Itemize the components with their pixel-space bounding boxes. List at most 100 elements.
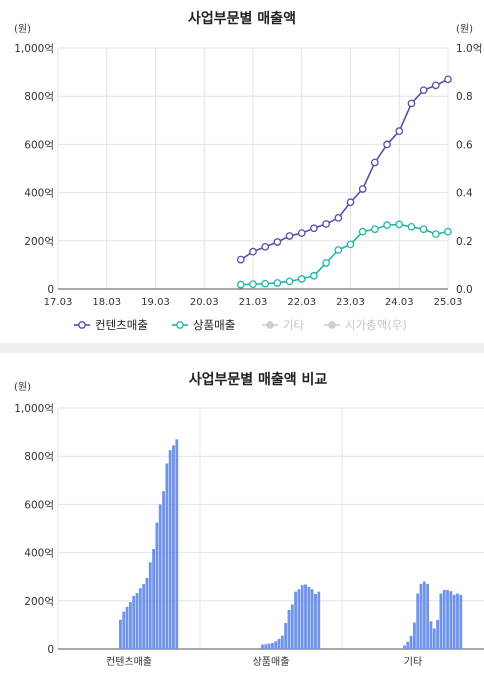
y-tick-label: 800억 — [24, 451, 54, 463]
bar — [135, 593, 139, 649]
data-point — [444, 227, 452, 236]
y-tick-label-left: 1,000억 — [14, 43, 54, 55]
line-series-group — [236, 75, 452, 289]
bar — [294, 591, 298, 649]
y-tick-label-right: 0.2 — [456, 236, 473, 248]
x-tick-label: 17.03 — [44, 297, 73, 308]
bar — [274, 641, 278, 649]
bar — [432, 628, 436, 649]
data-point — [407, 99, 416, 108]
y-tick-label-right: 0.0 — [456, 284, 473, 296]
line-chart-legend[interactable]: 컨텐츠매출 상품매출 기타 시가총액(우) — [74, 318, 407, 332]
data-point — [334, 214, 343, 222]
data-point — [419, 86, 428, 95]
data-point — [346, 198, 355, 207]
bar-chart-bars — [119, 439, 463, 649]
data-point — [236, 255, 245, 264]
bar — [446, 589, 449, 649]
bar-chart: 사업부문별 매출액 비교 (원) 0 200억 400억 600억 800억 1,000억… — [14, 371, 484, 668]
group-label: 컨텐츠매출 — [106, 656, 152, 668]
y-tick-label: 600억 — [24, 499, 54, 511]
data-point — [358, 227, 367, 236]
y-tick-label: 0 — [47, 644, 54, 656]
data-point — [322, 220, 330, 228]
legend-label: 시가총액(우) — [345, 318, 407, 332]
y-tick-label-left: 200억 — [24, 236, 54, 248]
line-chart-title: 사업부문별 매출액 — [188, 10, 296, 27]
data-point — [285, 277, 294, 286]
bar — [449, 591, 453, 649]
bar — [138, 588, 142, 649]
y-tick-label-left: 800억 — [24, 91, 54, 103]
legend-item[interactable]: 기타 — [262, 318, 305, 332]
x-tick-label: 22.03 — [287, 297, 316, 308]
y-tick-label-right: 0.6 — [456, 139, 473, 151]
data-point — [395, 127, 404, 135]
bar — [403, 645, 406, 649]
data-point — [273, 238, 282, 246]
x-tick-label: 19.03 — [141, 297, 170, 308]
bar — [277, 638, 281, 649]
bar — [261, 644, 264, 649]
legend-label: 상품매출 — [193, 318, 235, 332]
bar — [152, 548, 156, 649]
line-chart: 사업부문별 매출액 (원) (원) 0 200억 400억 600억 800억 1,000… — [14, 10, 482, 332]
series-line — [240, 78, 449, 261]
group-label: 기타 — [404, 656, 422, 668]
bar — [314, 594, 317, 649]
data-point — [383, 140, 391, 149]
y-tick-label-right: 1.0억 — [456, 43, 482, 55]
bar — [409, 635, 413, 649]
data-point — [322, 259, 330, 267]
right-axis-ticks: 0.0 0.2 0.4 0.6 0.8 1.0억 — [456, 43, 482, 296]
legend-label: 컨텐츠매출 — [95, 318, 148, 332]
legend-swatch-marker — [266, 321, 274, 329]
x-tick-label: 18.03 — [92, 297, 121, 308]
x-tick-label: 25.03 — [434, 297, 463, 308]
bottom-chart-panel: 사업부문별 매출액 비교 (원) 0 200억 400억 600억 800억 1,000억… — [0, 353, 484, 691]
bar — [125, 606, 129, 649]
group-label: 상품매출 — [253, 656, 290, 668]
legend-item[interactable]: 시가총액(우) — [324, 318, 407, 332]
data-point — [383, 221, 391, 229]
bar — [459, 594, 463, 649]
x-tick-label: 20.03 — [190, 297, 219, 308]
data-point — [371, 158, 379, 167]
top-chart-panel: 사업부문별 매출액 (원) (원) 0 200억 400억 600억 800억 1,000… — [0, 0, 484, 343]
bar — [439, 593, 443, 649]
right-axis-unit: (원) — [456, 23, 473, 35]
series-line — [240, 223, 449, 286]
bar-left-axis-ticks: 0 200억 400억 600억 800억 1,000억 — [14, 403, 54, 656]
legend-label: 기타 — [283, 318, 305, 332]
data-point — [297, 229, 306, 237]
y-tick-label-left: 0 — [47, 284, 54, 296]
bar-chart-title: 사업부문별 매출액 비교 — [189, 371, 328, 388]
bar — [155, 522, 159, 649]
data-point — [310, 224, 318, 233]
bar — [132, 595, 136, 649]
data-point — [249, 247, 257, 256]
legend-swatch-marker — [328, 321, 336, 329]
bar — [162, 491, 165, 649]
bar-group-labels: 컨텐츠매출 상품매출 기타 — [106, 656, 422, 668]
bar — [165, 463, 169, 649]
x-axis-ticks: 17.03 18.03 19.03 20.03 21.03 22.03 23.03 24.03… — [44, 297, 463, 308]
y-tick-label: 400억 — [24, 548, 54, 560]
bar — [416, 593, 420, 649]
legend-item[interactable]: 컨텐츠매출 — [74, 318, 148, 332]
data-point — [346, 240, 355, 249]
data-point — [395, 220, 404, 229]
data-point — [261, 242, 270, 251]
bar — [122, 611, 126, 649]
bar — [297, 589, 301, 649]
bar — [426, 583, 430, 649]
data-point — [297, 275, 306, 283]
bar-left-axis-unit: (원) — [14, 381, 31, 393]
data-point — [407, 222, 416, 231]
bar — [290, 604, 294, 649]
bar — [158, 504, 162, 649]
bar — [175, 439, 179, 649]
bar — [419, 583, 423, 649]
data-point — [334, 246, 343, 254]
legend-item[interactable]: 상품매출 — [172, 318, 235, 332]
